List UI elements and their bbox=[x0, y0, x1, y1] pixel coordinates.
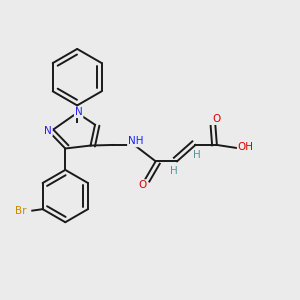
Text: NH: NH bbox=[128, 136, 143, 146]
Text: N: N bbox=[44, 126, 52, 136]
Text: H: H bbox=[193, 150, 201, 160]
Text: N: N bbox=[75, 107, 83, 117]
Text: O: O bbox=[138, 180, 146, 190]
Text: Br: Br bbox=[16, 206, 27, 216]
Text: O: O bbox=[213, 114, 221, 124]
Text: H: H bbox=[170, 166, 178, 176]
Text: OH: OH bbox=[238, 142, 254, 152]
